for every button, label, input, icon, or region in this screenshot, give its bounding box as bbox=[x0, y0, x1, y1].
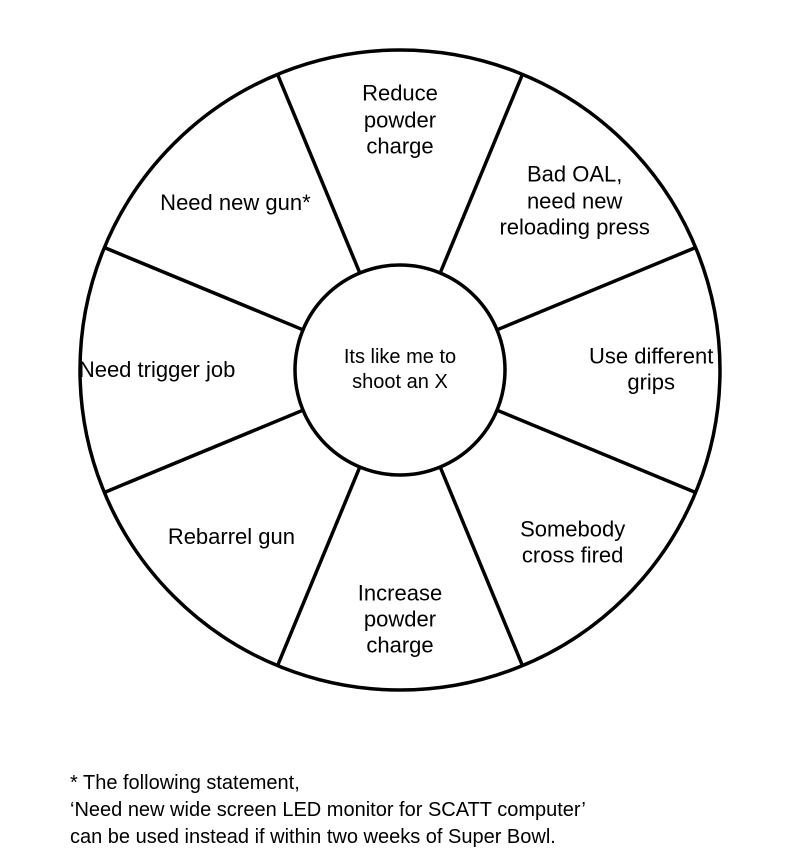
wheel-segment-label: Use different grips bbox=[577, 344, 726, 397]
wheel-segment-label: Need new gun* bbox=[160, 190, 310, 216]
wheel-container: Reduce powder charge Bad OAL, need new re… bbox=[0, 0, 800, 720]
wheel-segment-label: Need trigger job bbox=[79, 357, 236, 383]
wheel-segment-label: Reduce powder charge bbox=[362, 81, 438, 160]
wheel-segment-label: Increase powder charge bbox=[358, 580, 442, 659]
page: Reduce powder charge Bad OAL, need new re… bbox=[0, 0, 800, 851]
footnote-text: * The following statement, ‘Need new wid… bbox=[70, 770, 586, 851]
wheel-segment-label: Bad OAL, need new reloading press bbox=[499, 162, 649, 241]
wheel-segment-label: Rebarrel gun bbox=[168, 523, 295, 549]
wheel-segment-label: Somebody cross fired bbox=[520, 516, 625, 569]
wheel-center-label: Its like me to shoot an X bbox=[344, 345, 456, 395]
